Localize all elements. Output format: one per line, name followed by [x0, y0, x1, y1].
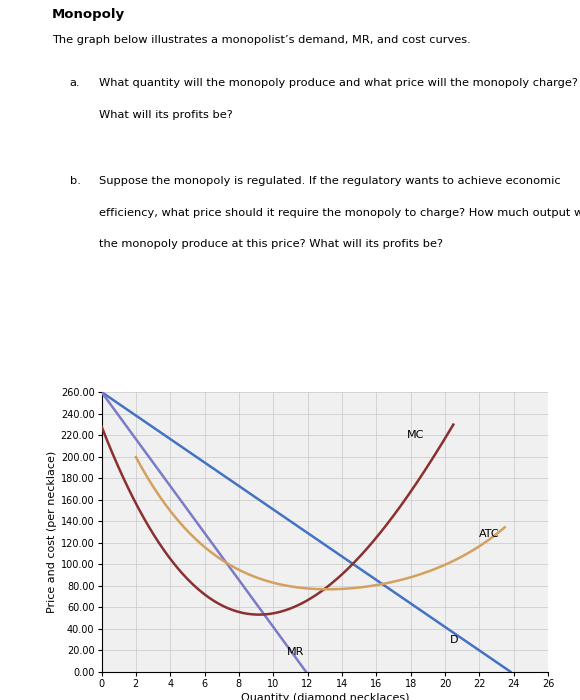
Text: The graph below illustrates a monopolist’s demand, MR, and cost curves.: The graph below illustrates a monopolist… [52, 35, 471, 46]
Text: Monopoly: Monopoly [52, 8, 125, 21]
Text: ATC: ATC [480, 529, 500, 539]
Y-axis label: Price and cost (per necklace): Price and cost (per necklace) [46, 451, 56, 613]
Text: a.: a. [70, 78, 80, 88]
Text: the monopoly produce at this price? What will its profits be?: the monopoly produce at this price? What… [99, 239, 443, 249]
Text: efficiency, what price should it require the monopoly to charge? How much output: efficiency, what price should it require… [99, 208, 580, 218]
Text: What will its profits be?: What will its profits be? [99, 110, 233, 120]
Text: b.: b. [70, 176, 81, 186]
X-axis label: Quantity (diamond necklaces): Quantity (diamond necklaces) [241, 693, 409, 700]
Text: MC: MC [407, 430, 425, 440]
Text: MR: MR [287, 647, 305, 657]
Text: D: D [450, 635, 459, 645]
Text: Suppose the monopoly is regulated. If the regulatory wants to achieve economic: Suppose the monopoly is regulated. If th… [99, 176, 560, 186]
Text: What quantity will the monopoly produce and what price will the monopoly charge?: What quantity will the monopoly produce … [99, 78, 578, 88]
